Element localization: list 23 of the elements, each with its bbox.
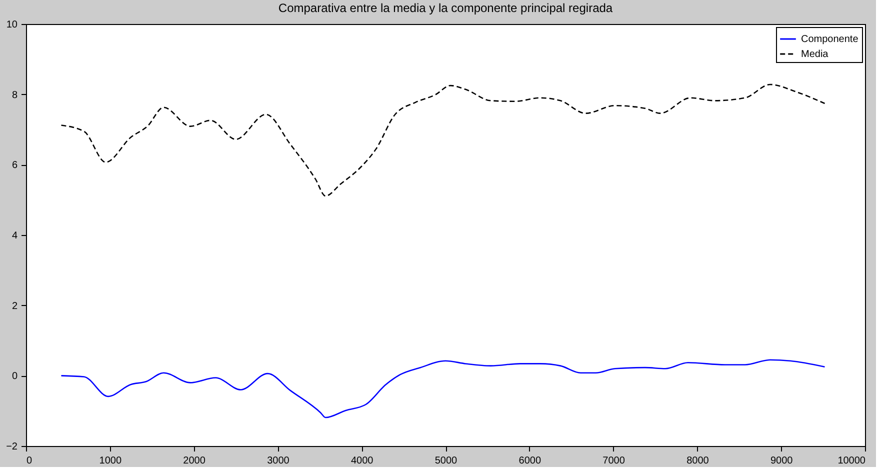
x-tick-label: 4000: [350, 456, 374, 466]
x-tick-label: 6000: [518, 456, 542, 466]
line-series: [60, 359, 826, 418]
y-tick-label: −2: [6, 442, 18, 452]
x-tick-label: 9000: [770, 456, 794, 466]
y-tick-label: 0: [12, 371, 18, 382]
x-tick-label: 3000: [267, 456, 290, 466]
legend-label: Media: [801, 49, 829, 60]
x-tick-label: 10000: [838, 456, 866, 466]
x-tick-label: 0: [26, 456, 32, 466]
y-tick-label: 4: [12, 230, 18, 242]
y-tick-label: 2: [12, 300, 18, 312]
y-tick-label: 8: [12, 90, 18, 101]
line-series: [60, 84, 826, 197]
chart-title: Comparativa entre la media y la componente principal regirada: [278, 1, 613, 15]
x-tick-label: 2000: [183, 456, 206, 466]
y-tick-label: 6: [12, 160, 18, 172]
x-tick-label: 5000: [434, 456, 458, 466]
x-tick-label: 8000: [686, 456, 710, 466]
x-tick-label: 7000: [602, 456, 626, 466]
y-tick-label: 10: [6, 20, 18, 30]
legend-label: Componente: [801, 34, 859, 45]
x-tick-label: 1000: [99, 456, 122, 466]
